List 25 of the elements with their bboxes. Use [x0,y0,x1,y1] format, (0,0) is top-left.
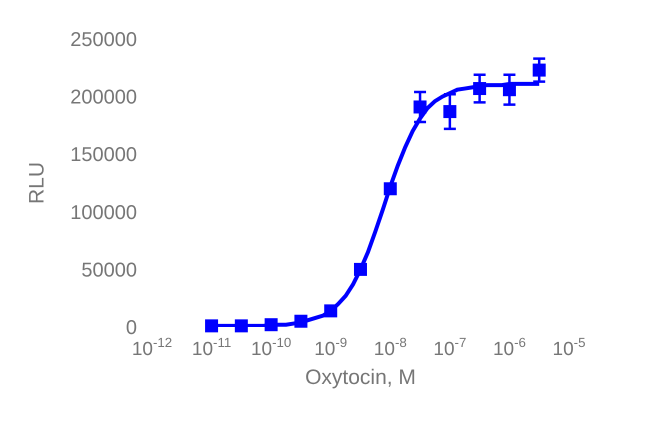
point [234,319,248,332]
y-tick-label: 50000 [81,259,137,282]
y-tick-label: 150000 [70,144,137,166]
point [264,318,278,332]
x-tick-label: 10$^{-11}$ [192,335,232,360]
point [473,82,486,96]
point [532,64,546,77]
x-tick-label: 10$^{-10}$ [250,335,292,360]
point [443,105,456,118]
y-tick-label: 200000 [70,86,137,109]
point [414,100,427,114]
x-axis-title: Oxytocin, M [305,366,416,390]
x-tick-label: 10$^{-8}$ [374,335,407,360]
point [324,304,338,318]
x-tick-label: 10$^{-6}$ [492,335,526,360]
point [384,182,397,196]
x-tick-label: 10$^{-5}$ [552,335,586,360]
x-tick-label: 10$^{-7}$ [433,335,466,360]
point [354,262,367,276]
y-tick-label: 100000 [70,202,137,224]
x-tick-label: 10$^{-9}$ [314,335,348,360]
y-axis-title: RLU [25,162,48,204]
point [294,314,308,328]
y-tick-label: 250000 [70,29,137,51]
point [205,319,218,332]
